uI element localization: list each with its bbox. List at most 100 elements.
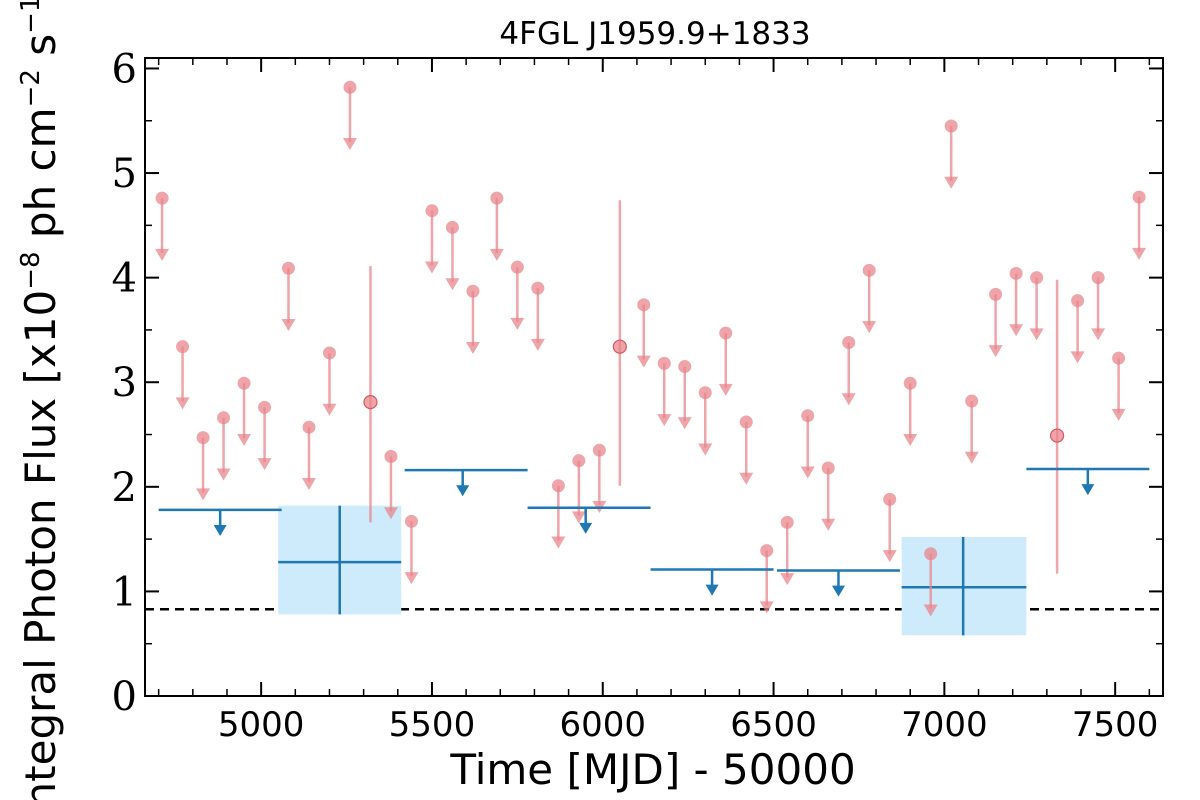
short-bin-upper-limit-point [196, 431, 210, 445]
x-axis-label: Time [MJD] - 50000 [449, 745, 855, 794]
short-bin-upper-limit-point [821, 461, 835, 475]
y-tick-label: 0 [112, 674, 137, 720]
x-tick-label: 7500 [1072, 705, 1159, 745]
short-bin-upper-limit-point [698, 386, 712, 400]
y-axis-label-part-2: ph cm [16, 107, 65, 251]
short-bin-upper-limit-point [466, 284, 480, 298]
short-bin-upper-limit-arrow [257, 458, 272, 471]
short-bin-upper-limit-arrow [944, 176, 959, 189]
long-bin-upper-limit-arrow [213, 524, 227, 536]
short-bin-upper-limit-point [425, 204, 439, 218]
short-bin-upper-limit-point [531, 281, 545, 295]
short-bin-upper-limit-arrow [424, 261, 439, 274]
short-bin-upper-limit-arrow [1009, 324, 1024, 337]
short-bin-upper-limit-point [217, 411, 231, 425]
short-bin-detection-point [1050, 428, 1065, 443]
short-bin-upper-limit-arrow [988, 345, 1003, 358]
short-bin-upper-limit-arrow [216, 468, 231, 481]
short-bin-upper-limit-point [281, 261, 295, 275]
short-bin-upper-limit-arrow [196, 488, 211, 501]
short-bin-upper-limit-arrow [759, 601, 774, 614]
short-bin-upper-limit-arrow [571, 511, 586, 524]
short-bin-upper-limit-arrow [383, 507, 398, 520]
short-bin-upper-limit-point [1009, 266, 1023, 280]
long-bin-upper-limit-arrow [456, 485, 470, 497]
short-bin-upper-limit-arrow [718, 383, 733, 396]
short-bin-detection-point [612, 339, 627, 354]
short-bin-upper-limit-point [510, 260, 524, 274]
short-bin-upper-limit-point [739, 415, 753, 429]
short-bin-upper-limit-arrow [903, 434, 918, 447]
short-bin-upper-limit-point [1071, 294, 1085, 308]
y-axis-label-exp-3: −1 [16, 0, 46, 34]
short-bin-upper-limit-point [883, 492, 897, 506]
chart-title: 4FGL J1959.9+1833 [499, 16, 810, 52]
short-bin-upper-limit-arrow [281, 318, 296, 331]
y-axis-label-part-1: Integral Photon Flux [x10 [16, 290, 65, 800]
short-bin-upper-limit-arrow [404, 572, 419, 585]
short-bin-upper-limit-arrow [1091, 328, 1106, 341]
short-bin-upper-limit-point [760, 544, 774, 558]
x-tick-label: 6000 [559, 705, 646, 745]
short-bin-upper-limit-arrow [1132, 247, 1147, 260]
plot-frame [144, 57, 1164, 697]
short-bin-upper-limit-point [719, 326, 733, 340]
x-tick-label: 7000 [901, 705, 988, 745]
short-bin-upper-limit-point [343, 80, 357, 94]
short-bin-detection-point [363, 395, 378, 410]
long-bin-upper-limit-arrow [705, 584, 719, 596]
short-bin-upper-limit-point [657, 356, 671, 370]
short-bin-upper-limit-arrow [698, 443, 713, 456]
y-axis-label-part-3: s [16, 34, 65, 69]
x-tick-label: 5500 [389, 705, 476, 745]
short-bin-upper-limit-point [989, 287, 1003, 301]
short-bin-upper-limit-point [1112, 351, 1126, 365]
short-bin-upper-limit-point [551, 479, 565, 493]
y-axis-label: Integral Photon Flux [x10−8 ph cm−2 s−1] [16, 0, 65, 800]
short-bin-upper-limit-point [322, 346, 336, 360]
x-tick-label: 5000 [218, 705, 305, 745]
y-tick-label: 2 [112, 465, 137, 511]
short-bin-upper-limit-arrow [841, 393, 856, 406]
short-bin-upper-limit-point [445, 220, 459, 234]
short-bin-upper-limit-point [490, 191, 504, 205]
short-bin-upper-limit-arrow [551, 536, 566, 549]
long-bin-upper-limit-arrow [1081, 484, 1095, 496]
short-bin-upper-limit-arrow [489, 248, 504, 261]
plot-area [145, 80, 1163, 636]
short-bin-upper-limit-point [903, 376, 917, 390]
short-bin-upper-limit-arrow [657, 414, 672, 427]
short-bin-upper-limit-point [780, 515, 794, 529]
short-bin-upper-limit-arrow [445, 278, 460, 291]
short-bin-upper-limit-point [237, 376, 251, 390]
short-bin-upper-limit-arrow [510, 317, 525, 330]
short-bin-upper-limit-arrow [821, 518, 836, 531]
short-bin-upper-limit-arrow [175, 397, 190, 410]
short-bin-upper-limit-arrow [342, 138, 357, 151]
short-bin-upper-limit-arrow [964, 451, 979, 464]
short-bin-upper-limit-point [842, 335, 856, 349]
short-bin-upper-limit-arrow [465, 341, 480, 354]
short-bin-upper-limit-point [592, 443, 606, 457]
short-bin-upper-limit-arrow [322, 403, 337, 416]
short-bin-upper-limit-point [678, 360, 692, 374]
short-bin-upper-limit-point [258, 400, 272, 414]
short-bin-upper-limit-point [176, 340, 190, 354]
short-bin-upper-limit-point [965, 394, 979, 408]
short-bin-upper-limit-arrow [882, 550, 897, 563]
short-bin-upper-limit-point [801, 409, 815, 423]
y-tick-label: 6 [112, 46, 137, 92]
short-bin-upper-limit-arrow [739, 472, 754, 485]
short-bin-upper-limit-point [404, 514, 418, 528]
long-bin-upper-limit-arrow [831, 585, 845, 597]
short-bin-upper-limit-arrow [1070, 351, 1085, 364]
short-bin-upper-limit-point [944, 119, 958, 133]
short-bin-upper-limit-point [924, 547, 938, 561]
long-bin-upper-limit-arrow [579, 522, 593, 534]
short-bin-upper-limit-arrow [1029, 328, 1044, 341]
short-bin-upper-limit-point [1091, 271, 1105, 285]
short-bin-upper-limit-arrow [780, 573, 795, 586]
short-bin-upper-limit-arrow [862, 321, 877, 334]
short-bin-upper-limit-arrow [237, 434, 252, 447]
y-tick-label: 4 [112, 256, 137, 302]
